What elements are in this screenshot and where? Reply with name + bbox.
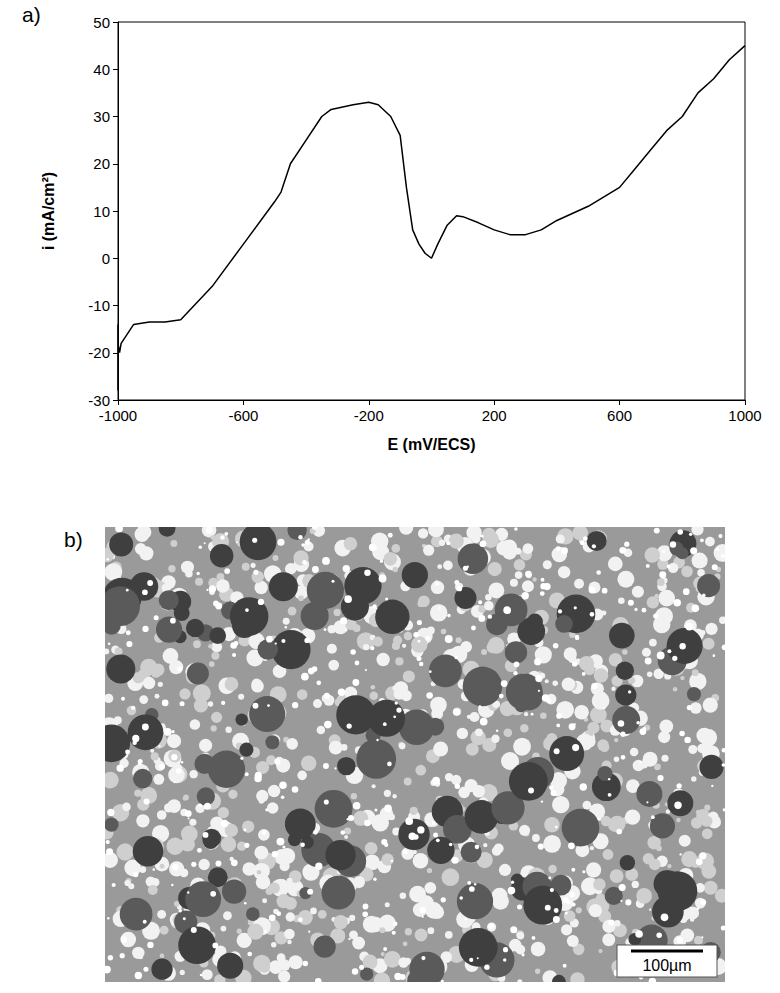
- svg-text:b): b): [64, 528, 83, 551]
- svg-text:10: 10: [93, 203, 110, 220]
- svg-text:E (mV/ECS): E (mV/ECS): [387, 436, 475, 453]
- svg-text:a): a): [22, 3, 41, 26]
- svg-text:-20: -20: [88, 344, 110, 361]
- svg-text:30: 30: [93, 108, 110, 125]
- svg-text:-200: -200: [354, 407, 384, 424]
- svg-text:-30: -30: [88, 392, 110, 409]
- svg-text:20: 20: [93, 155, 110, 172]
- svg-text:-10: -10: [88, 297, 110, 314]
- svg-text:100µm: 100µm: [642, 957, 691, 974]
- svg-text:50: 50: [93, 14, 110, 31]
- svg-text:600: 600: [607, 407, 632, 424]
- svg-text:0: 0: [102, 250, 110, 267]
- svg-text:i (mA/cm²): i (mA/cm²): [40, 172, 57, 250]
- svg-text:1000: 1000: [728, 407, 761, 424]
- svg-text:40: 40: [93, 61, 110, 78]
- svg-text:200: 200: [482, 407, 507, 424]
- svg-text:-600: -600: [228, 407, 258, 424]
- svg-text:-1000: -1000: [99, 407, 137, 424]
